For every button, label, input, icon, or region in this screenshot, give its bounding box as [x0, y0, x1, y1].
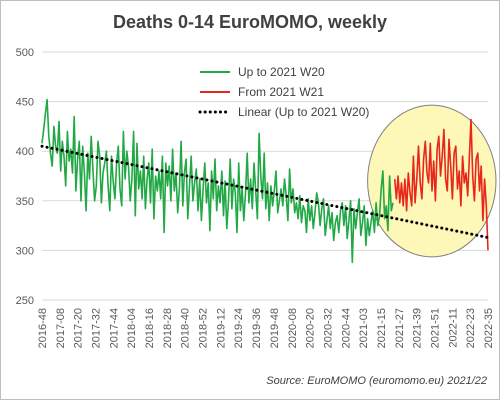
x-tick-label: 2020-32 — [322, 308, 334, 348]
x-tick-label: 2018-28 — [162, 308, 174, 348]
x-tick-label: 2019-24 — [233, 308, 245, 348]
legend-label: Linear (Up to 2021 W20) — [238, 105, 369, 119]
x-tick-label: 2019-48 — [269, 308, 281, 348]
legend: Up to 2021 W20 From 2021 W21 Linear (Up to… — [198, 65, 369, 119]
legend-label: Up to 2021 W20 — [238, 65, 325, 79]
x-tick-label: 2021-27 — [394, 308, 406, 348]
x-tick-label: 2021-03 — [358, 308, 370, 348]
x-tick-label: 2021-51 — [429, 308, 441, 348]
x-tick-label: 2017-44 — [108, 308, 120, 348]
x-tick-label: 2022-23 — [465, 308, 477, 348]
series-line-linear-trend — [40, 144, 490, 240]
x-tick-label: 2017-08 — [55, 308, 67, 348]
series-layer — [40, 98, 490, 264]
x-tick-label: 2018-16 — [144, 308, 156, 348]
y-axis: 250 300 350 400 450 500 — [16, 47, 34, 307]
x-tick-label: 2018-04 — [126, 308, 138, 348]
x-tick-label: 2021-39 — [412, 308, 424, 348]
x-tick-label: 2020-44 — [340, 308, 352, 348]
x-tick-label: 2020-20 — [305, 308, 317, 348]
chart-source: Source: EuroMOMO (euromomo.eu) 2021/22 — [266, 375, 487, 387]
chart-title: Deaths 0-14 EuroMOMO, weekly — [113, 12, 387, 32]
y-tick-label: 350 — [16, 196, 34, 208]
x-tick-label: 2018-40 — [180, 308, 192, 348]
y-tick-label: 500 — [16, 47, 34, 59]
x-tick-label: 2019-12 — [215, 308, 227, 348]
x-tick-label: 2022-11 — [447, 308, 459, 348]
x-tick-label: 2016-48 — [37, 308, 49, 348]
y-tick-label: 250 — [16, 295, 34, 307]
y-tick-label: 450 — [16, 97, 34, 109]
x-axis: 2016-48 2017-08 2017-20 2017-32 2017-44 2018-… — [37, 308, 495, 348]
x-tick-label: 2021-15 — [376, 308, 388, 348]
series-line-up-to-2021-w20 — [41, 98, 394, 264]
x-tick-label: 2017-20 — [73, 308, 85, 348]
x-tick-label: 2020-08 — [287, 308, 299, 348]
y-tick-label: 400 — [16, 146, 34, 158]
y-tick-label: 300 — [16, 245, 34, 257]
x-tick-label: 2017-32 — [91, 308, 103, 348]
x-tick-label: 2018-52 — [198, 308, 210, 348]
series-line-from-2021-w21 — [393, 118, 489, 251]
x-tick-label: 2019-36 — [251, 308, 263, 348]
legend-label: From 2021 W21 — [238, 85, 324, 99]
x-tick-label: 2022-35 — [483, 308, 495, 348]
